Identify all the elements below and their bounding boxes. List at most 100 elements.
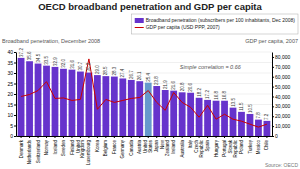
legend-label: Broadband penetration (subscribers per 1… [146,17,296,23]
tick-label: 35 [7,60,13,66]
tick-mark [131,136,132,138]
tick-label: Netherlands [27,139,32,164]
tick-label: 30,000 [275,103,291,109]
tick-label-line: Belgium [103,140,108,157]
tick-mark [71,136,72,138]
tick-label: Australia [180,140,185,158]
tick-mark [54,136,55,138]
tick-mark [207,136,208,138]
tick-label: Ireland [171,140,176,154]
tick-mark [14,126,16,127]
tick: Denmark [19,136,24,158]
tick-label: Chile [264,140,269,151]
tick: Germany [120,136,125,159]
tick-label: 5 [10,123,13,129]
axis-line [17,136,273,137]
legend: Broadband penetration (subscribers per 1… [132,14,298,34]
tick-label: SlovakRepublic [228,139,238,157]
data-label: 23.8 [154,76,159,85]
tick-mark [272,77,274,78]
data-label: 10.5 [248,104,253,113]
tick: NewZealand [160,136,170,156]
legend-swatch [135,27,144,28]
tick-label: Iceland [53,140,58,155]
data-label: 26.7 [129,70,134,79]
tick-mark [216,136,217,138]
axis-line [16,53,17,137]
bar [238,112,245,136]
tick-mark [14,94,16,95]
tick: 0 [10,133,16,139]
tick-label-line: Ireland [171,140,176,154]
bar [162,90,169,136]
tick-label-line: Japan [154,140,159,153]
tick: UnitedKingdom [76,136,86,158]
tick-label: 40 [7,49,13,55]
tick-label: Hungary [214,139,219,157]
tick-label: France [112,140,117,155]
tick-label-line: Chile [264,140,269,151]
y-axis: 0510152025303540 [7,49,16,139]
legend-swatch [135,18,144,23]
tick-mark [272,67,274,68]
tick-label-line: Portugal [222,140,227,157]
tick: 20,000 [272,113,291,119]
data-label: 29.0 [95,65,100,74]
tick: 35 [7,60,16,66]
tick-label: NewZealand [160,139,170,156]
tick-label-line: Switzerland [36,140,41,164]
tick-label: 30 [7,70,13,76]
tick: Norway [44,136,49,155]
tick-mark [139,136,140,138]
data-label: 18.2 [197,88,202,97]
tick: Luxembourg [86,136,91,165]
tick: Austria [137,136,142,154]
tick: Finland [70,136,75,155]
tick-label-line: Kingdom [80,140,85,158]
data-label: 31.6 [70,59,75,68]
tick-label: Finland [70,140,75,155]
tick: 50,000 [272,84,291,90]
tick-label: CzechRepublic [194,139,204,157]
tick: 15 [7,102,16,108]
data-label: 13.5 [231,97,236,106]
bar [128,80,135,136]
tick: 40 [7,49,16,55]
tick-mark [272,96,274,97]
data-label: 34.5 [36,53,41,62]
data-label: 27.4 [120,68,125,77]
bar [153,86,160,136]
bar [264,121,271,136]
tick-label-line: Norway [44,139,49,155]
tick-label: 20 [7,91,13,97]
tick-label-line: Australia [180,140,185,158]
data-label: 21.6 [171,80,176,89]
tick-label-line: Korea [95,140,100,153]
bar [136,81,143,136]
tick-mark [272,106,274,107]
tick: 30 [7,70,16,76]
legend-frame [132,14,298,34]
tick: Hungary [214,136,219,157]
bar [18,58,25,136]
tick-label: Germany [120,139,125,158]
tick-mark [14,73,16,74]
tick: 40,000 [272,94,291,100]
tick-mark [14,136,16,137]
tick-label-line: States [148,139,153,153]
tick-mark [165,136,166,138]
tick-mark [14,52,16,53]
tick: Portugal [222,136,227,157]
tick-label-line: Luxembourg [86,140,91,166]
tick-label-line: Austria [137,140,142,155]
bar [69,70,76,136]
tick-label: Poland [239,140,244,155]
tick-label: 25 [7,81,13,87]
bar [102,76,109,136]
tick-mark [148,136,149,138]
tick-label: Italy [188,139,193,148]
data-label: 28.5 [103,66,108,75]
tick-label: Belgium [103,140,108,157]
tick: France [112,136,117,154]
tick-label: Spain [205,140,210,152]
